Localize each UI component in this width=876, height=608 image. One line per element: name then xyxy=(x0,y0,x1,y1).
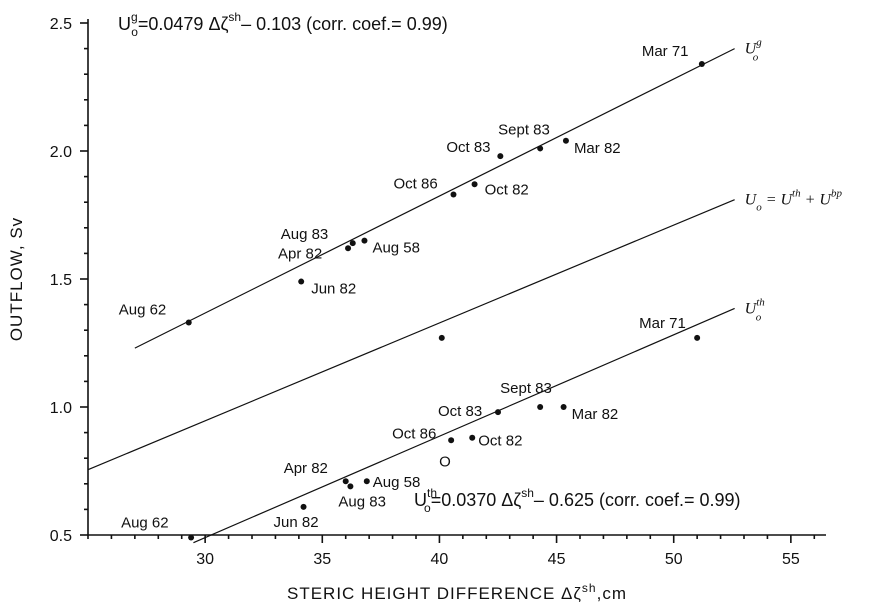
data-point-label: Apr 82 xyxy=(284,460,328,477)
data-point-label: Aug 62 xyxy=(121,515,169,532)
data-point-label: Oct 82 xyxy=(478,433,522,450)
x-tick-label: 50 xyxy=(665,551,683,568)
data-point xyxy=(497,153,504,160)
axis-ticks: 30 35 40 45 50 55 0.5 1.0 1.5 2.0 2.5 xyxy=(50,16,816,568)
data-point-label: Mar 71 xyxy=(642,43,689,60)
bottom-regression-equation: Uth o=0.0370 Δζsh– 0.625 (corr. coef.= 0.… xyxy=(414,486,741,515)
data-point xyxy=(698,60,705,67)
data-point-label: Mar 71 xyxy=(639,315,686,332)
data-point xyxy=(694,334,701,341)
data-point-label: Sept 83 xyxy=(500,380,552,397)
data-point xyxy=(300,503,307,510)
data-point-label: Mar 82 xyxy=(574,140,621,157)
data-point xyxy=(448,437,455,444)
regression-line xyxy=(134,48,735,349)
x-axis-title: STERIC HEIGHT DIFFERENCE Δζsh,cm xyxy=(287,581,627,603)
regression-lines: Ug o Uo = Uth + Ubp Uth o xyxy=(87,37,843,544)
data-point xyxy=(537,145,544,152)
data-point xyxy=(438,334,445,341)
data-point-label: Jun 82 xyxy=(311,281,356,298)
regression-line xyxy=(87,199,735,471)
x-tick-label: 40 xyxy=(431,551,449,568)
data-point-label: Aug 62 xyxy=(119,302,167,319)
axes xyxy=(87,19,826,536)
regression-line xyxy=(193,307,735,544)
data-point xyxy=(347,483,354,490)
data-point-label: Oct 86 xyxy=(392,425,436,442)
data-point-label: Aug 83 xyxy=(338,493,386,510)
data-point-label: Oct 83 xyxy=(446,139,490,156)
data-point xyxy=(562,137,569,144)
data-point-label: Oct 82 xyxy=(485,181,529,198)
y-tick-label: 1.0 xyxy=(50,400,72,417)
data-point xyxy=(298,278,305,285)
data-point xyxy=(188,534,195,541)
y-tick-label: 2.0 xyxy=(50,144,72,161)
data-point xyxy=(363,478,370,485)
data-point xyxy=(349,240,356,247)
data-point-label: Aug 58 xyxy=(372,240,420,257)
regression-line-label: Ug o xyxy=(745,37,763,64)
x-tick-label: 55 xyxy=(782,551,800,568)
data-point xyxy=(537,404,544,410)
data-point xyxy=(185,319,192,326)
y-tick-label: 0.5 xyxy=(50,528,72,545)
y-tick-label: 1.5 xyxy=(50,272,72,289)
data-point xyxy=(495,409,501,416)
regression-line-label: Uo = Uth + Ubp xyxy=(745,188,843,214)
data-point xyxy=(450,191,457,198)
data-point-label: Aug 83 xyxy=(281,226,329,243)
data-point-label: Mar 82 xyxy=(572,406,619,423)
data-point xyxy=(345,245,352,252)
data-point xyxy=(342,478,349,485)
x-tick-label: 35 xyxy=(313,551,331,568)
data-point-label: Apr 82 xyxy=(278,245,322,262)
data-point-label: Oct 83 xyxy=(438,403,482,420)
data-point-label: Jun 82 xyxy=(274,514,319,531)
data-point-label: Sept 83 xyxy=(498,121,550,138)
top-regression-equation: Ug o=0.0479 Δζsh– 0.103 (corr. coef.= 0.9… xyxy=(118,10,448,39)
data-point xyxy=(361,237,368,244)
data-point xyxy=(471,181,478,188)
x-tick-label: 30 xyxy=(196,551,214,568)
data-point-label: Aug 58 xyxy=(373,474,421,491)
y-axis-title: OUTFLOW, Sv xyxy=(7,217,26,341)
origin-marker: O xyxy=(439,453,451,470)
regression-line-label: Uth o xyxy=(745,296,766,323)
y-tick-label: 2.5 xyxy=(50,16,72,33)
data-point-label: Oct 86 xyxy=(393,176,437,193)
x-tick-label: 45 xyxy=(548,551,566,568)
data-point xyxy=(560,404,567,410)
data-point xyxy=(469,434,476,441)
